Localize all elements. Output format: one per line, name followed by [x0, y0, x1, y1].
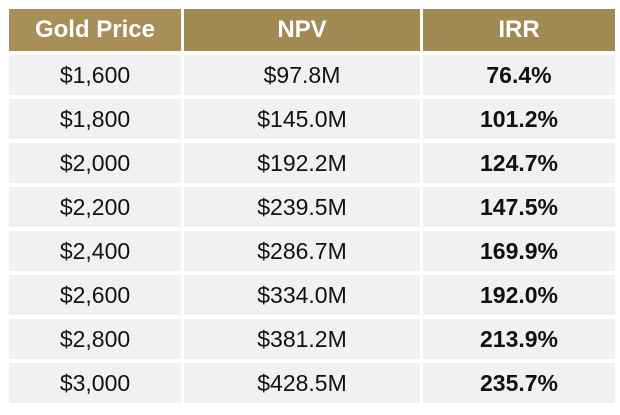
cell-npv: $97.8M	[184, 55, 420, 95]
cell-irr: 76.4%	[423, 55, 615, 95]
cell-npv: $334.0M	[184, 275, 420, 315]
cell-npv: $286.7M	[184, 231, 420, 271]
cell-gold-price: $1,800	[9, 99, 181, 139]
cell-irr: 169.9%	[423, 231, 615, 271]
cell-irr: 147.5%	[423, 187, 615, 227]
cell-gold-price: $2,600	[9, 275, 181, 315]
sensitivity-table: Gold Price NPV IRR $1,600 $97.8M 76.4% $1,8…	[9, 9, 615, 403]
header-gold-price: Gold Price	[9, 9, 181, 51]
header-irr: IRR	[423, 9, 615, 51]
cell-npv: $381.2M	[184, 319, 420, 359]
cell-irr: 124.7%	[423, 143, 615, 183]
cell-gold-price: $2,800	[9, 319, 181, 359]
cell-gold-price: $2,000	[9, 143, 181, 183]
cell-gold-price: $1,600	[9, 55, 181, 95]
cell-irr: 101.2%	[423, 99, 615, 139]
cell-irr: 192.0%	[423, 275, 615, 315]
cell-npv: $239.5M	[184, 187, 420, 227]
header-npv: NPV	[184, 9, 420, 51]
cell-npv: $145.0M	[184, 99, 420, 139]
cell-gold-price: $2,400	[9, 231, 181, 271]
cell-npv: $192.2M	[184, 143, 420, 183]
cell-npv: $428.5M	[184, 363, 420, 403]
cell-irr: 235.7%	[423, 363, 615, 403]
cell-gold-price: $3,000	[9, 363, 181, 403]
cell-gold-price: $2,200	[9, 187, 181, 227]
cell-irr: 213.9%	[423, 319, 615, 359]
